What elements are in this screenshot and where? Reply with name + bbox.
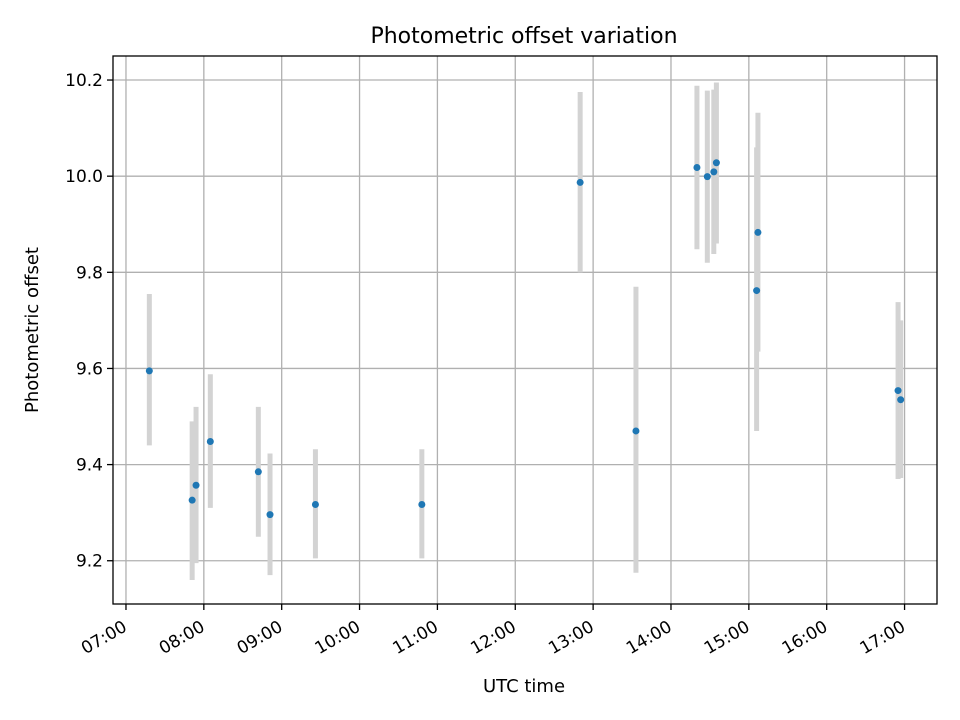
data-point <box>418 500 426 508</box>
data-point <box>754 228 762 236</box>
error-bars <box>146 82 904 580</box>
data-point <box>266 511 274 519</box>
y-tick-label: 9.2 <box>76 552 103 572</box>
x-tick-label: 08:00 <box>156 617 208 659</box>
data-point <box>311 500 319 508</box>
y-tick-label: 9.8 <box>76 263 103 283</box>
x-tick-label: 07:00 <box>78 617 130 659</box>
x-tick-label: 16:00 <box>779 617 831 659</box>
data-point <box>632 427 640 435</box>
y-tick-label: 9.6 <box>76 359 103 379</box>
data-point <box>703 173 711 181</box>
x-tick-label: 12:00 <box>467 617 519 659</box>
data-point <box>710 168 718 176</box>
x-tick-label: 10:00 <box>312 617 364 659</box>
data-point <box>576 178 584 186</box>
grid <box>113 56 937 604</box>
y-tick-label: 10.2 <box>65 71 103 91</box>
y-tick-label: 10.0 <box>65 167 103 187</box>
y-axis-label: Photometric offset <box>22 247 43 413</box>
data-point <box>897 396 905 404</box>
data-point <box>192 481 200 489</box>
data-point <box>693 164 701 172</box>
plot-frame <box>112 55 938 605</box>
data-point <box>753 287 761 295</box>
x-axis-label: UTC time <box>483 676 565 697</box>
data-point <box>188 496 196 504</box>
x-tick-label: 14:00 <box>623 617 675 659</box>
data-point <box>712 159 720 167</box>
x-tick-label: 11:00 <box>389 617 441 659</box>
data-points <box>145 159 905 519</box>
x-tick-label: 15:00 <box>701 617 753 659</box>
data-point <box>894 387 902 395</box>
data-point <box>254 468 262 476</box>
x-tick-label: 13:00 <box>545 617 597 659</box>
x-tick-label: 17:00 <box>857 617 909 659</box>
chart-title: Photometric offset variation <box>370 24 677 49</box>
data-point <box>206 438 214 446</box>
data-point <box>145 367 153 375</box>
y-tick-label: 9.4 <box>76 456 103 476</box>
x-tick-label: 09:00 <box>234 617 286 659</box>
